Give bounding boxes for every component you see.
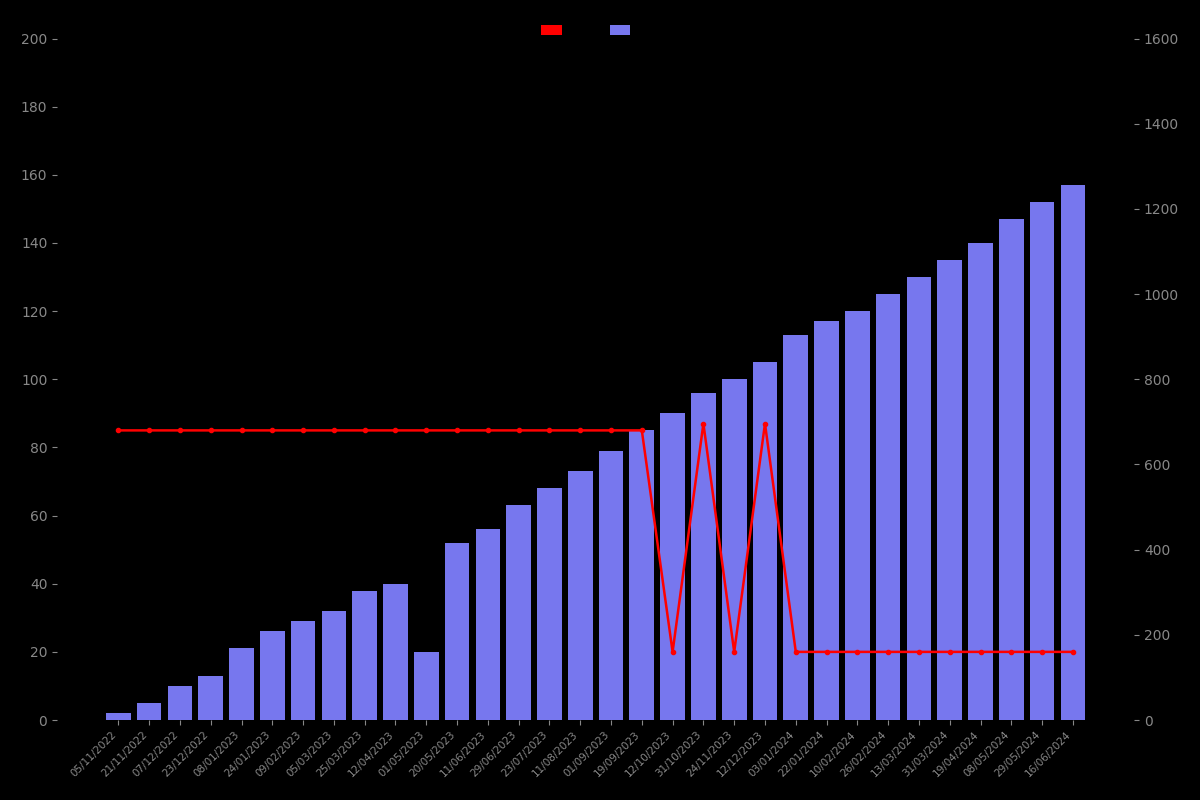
Bar: [815, 322, 839, 720]
Bar: [137, 703, 162, 720]
Bar: [691, 393, 715, 720]
Bar: [1061, 185, 1085, 720]
Bar: [290, 622, 316, 720]
Bar: [106, 714, 131, 720]
Bar: [876, 294, 900, 720]
Bar: [937, 260, 962, 720]
Bar: [322, 611, 347, 720]
Bar: [198, 676, 223, 720]
Bar: [784, 335, 808, 720]
Bar: [445, 543, 469, 720]
Bar: [722, 379, 746, 720]
Bar: [1030, 202, 1055, 720]
Bar: [907, 277, 931, 720]
Bar: [568, 471, 593, 720]
Bar: [383, 584, 408, 720]
Bar: [538, 488, 562, 720]
Bar: [660, 414, 685, 720]
Legend:   ,   : ,: [535, 18, 655, 43]
Bar: [229, 649, 254, 720]
Bar: [353, 590, 377, 720]
Bar: [1000, 219, 1024, 720]
Bar: [168, 686, 192, 720]
Bar: [506, 506, 530, 720]
Bar: [260, 631, 284, 720]
Bar: [968, 243, 992, 720]
Bar: [752, 362, 778, 720]
Bar: [414, 652, 438, 720]
Bar: [845, 311, 870, 720]
Bar: [475, 530, 500, 720]
Bar: [599, 451, 623, 720]
Bar: [630, 430, 654, 720]
